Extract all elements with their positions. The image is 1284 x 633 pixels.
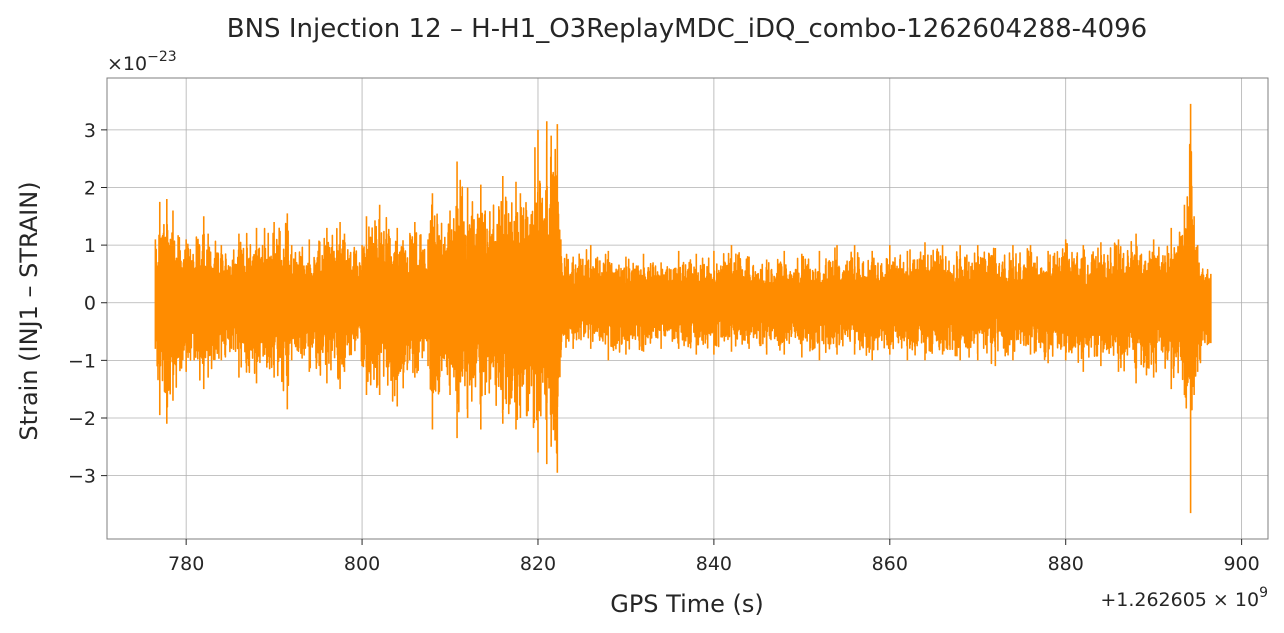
y-axis-label: Strain (INJ1 – STRAIN)	[15, 181, 43, 440]
strain-waveform-series	[154, 103, 1212, 514]
x-tick-label: 780	[168, 553, 204, 575]
chart-title: BNS Injection 12 – H-H1_O3ReplayMDC_iDQ_…	[227, 14, 1147, 44]
x-offset-exponent: 9	[1259, 585, 1268, 601]
x-offset-label: +1.262605 × 109	[1100, 585, 1268, 611]
x-tick-label: 800	[344, 553, 380, 575]
x-offset-base: +1.262605 × 10	[1100, 589, 1259, 611]
x-tick-label: 840	[696, 553, 732, 575]
x-tick-label: 900	[1223, 553, 1259, 575]
y-scale-base: ×10	[107, 53, 147, 75]
strain-line	[154, 103, 1212, 514]
y-scale-exponent: −23	[147, 49, 177, 65]
x-axis-label: GPS Time (s)	[610, 590, 764, 618]
y-tick-label: −3	[68, 466, 96, 488]
x-tick-label: 880	[1048, 553, 1084, 575]
y-tick-label: 1	[84, 235, 96, 257]
axis-ticks: 780 800 820 840 860 880 900 −3 −2 −1 0 1 2 3	[68, 120, 1260, 575]
y-scale-factor: ×10−23	[107, 49, 177, 75]
x-tick-label: 860	[872, 553, 908, 575]
plot-frame	[106, 77, 1269, 540]
y-tick-label: 0	[84, 293, 96, 315]
x-tick-label: 820	[520, 553, 556, 575]
y-tick-label: 3	[84, 120, 96, 142]
y-tick-label: 2	[84, 177, 96, 199]
y-tick-label: −2	[68, 408, 96, 430]
y-tick-label: −1	[68, 350, 96, 372]
